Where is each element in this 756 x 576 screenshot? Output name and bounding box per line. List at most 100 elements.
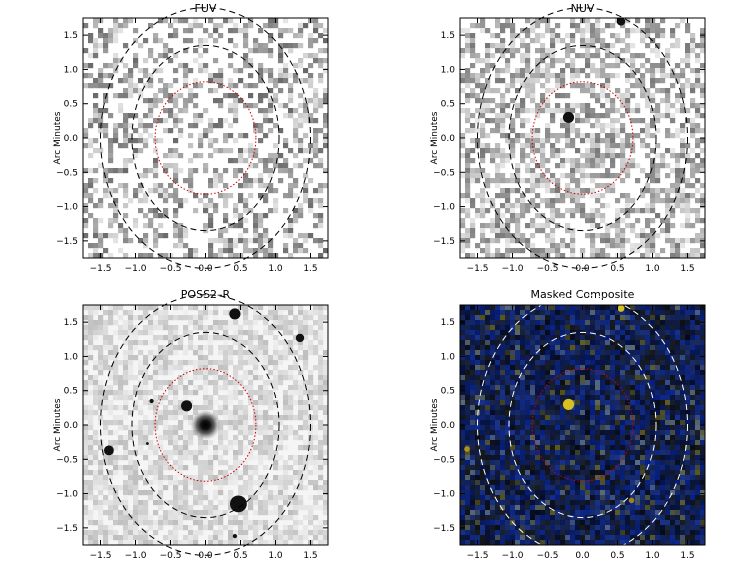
pixel-composite — [700, 365, 705, 371]
pixel-poss2r — [258, 490, 264, 496]
pixel-nuv — [695, 253, 701, 258]
pixel-composite — [560, 370, 566, 376]
pixel-fuv — [323, 98, 328, 104]
pixel-composite — [585, 380, 591, 386]
pixel-poss2r — [273, 535, 279, 541]
source-poss2r-5 — [230, 495, 247, 513]
pixel-poss2r — [283, 530, 289, 536]
pixel-nuv — [675, 43, 681, 49]
pixel-nuv — [485, 88, 491, 94]
pixel-fuv — [263, 93, 269, 99]
pixel-nuv — [695, 78, 701, 84]
pixel-poss2r — [98, 360, 104, 366]
pixel-poss2r — [263, 365, 269, 371]
pixel-composite — [500, 380, 506, 386]
pixel-composite — [650, 360, 656, 366]
pixel-nuv — [550, 218, 556, 224]
pixel-poss2r — [263, 440, 269, 446]
pixel-poss2r — [293, 500, 299, 506]
pixel-nuv — [480, 103, 486, 109]
pixel-nuv — [570, 68, 576, 74]
pixel-nuv — [495, 48, 501, 54]
pixel-nuv — [590, 28, 596, 34]
pixel-fuv — [83, 48, 89, 54]
pixel-poss2r — [93, 305, 99, 311]
pixel-poss2r — [228, 360, 234, 366]
pixel-poss2r — [98, 365, 104, 371]
pixel-nuv — [615, 128, 621, 134]
pixel-poss2r — [203, 360, 209, 366]
pixel-composite — [480, 345, 486, 351]
pixel-nuv — [700, 128, 705, 134]
pixel-fuv — [98, 73, 104, 79]
pixel-nuv — [495, 248, 501, 254]
pixel-poss2r — [148, 330, 154, 336]
pixel-fuv — [238, 238, 244, 244]
pixel-fuv — [258, 98, 264, 104]
pixel-nuv — [620, 233, 626, 239]
pixel-nuv — [505, 68, 511, 74]
pixel-poss2r — [258, 510, 264, 516]
pixel-fuv — [203, 163, 209, 169]
pixel-poss2r — [223, 370, 229, 376]
pixel-nuv — [575, 198, 581, 204]
pixel-poss2r — [183, 480, 189, 486]
pixel-nuv — [500, 113, 506, 119]
pixel-nuv — [570, 83, 576, 89]
pixel-poss2r — [323, 425, 328, 431]
pixel-poss2r — [298, 370, 304, 376]
pixel-poss2r — [298, 480, 304, 486]
pixel-fuv — [118, 168, 124, 174]
pixel-poss2r — [323, 440, 328, 446]
pixel-poss2r — [258, 335, 264, 341]
pixel-poss2r — [258, 415, 264, 421]
pixel-poss2r — [313, 455, 319, 461]
pixel-nuv — [480, 18, 486, 24]
pixel-composite — [505, 350, 511, 356]
pixel-fuv — [308, 178, 314, 184]
pixel-fuv — [288, 43, 294, 49]
pixel-fuv — [88, 138, 94, 144]
pixel-poss2r — [98, 525, 104, 531]
pixel-fuv — [198, 38, 204, 44]
pixel-poss2r — [258, 480, 264, 486]
pixel-poss2r — [193, 515, 199, 521]
pixel-nuv — [675, 133, 681, 139]
pixel-nuv — [545, 73, 551, 79]
pixel-poss2r — [103, 345, 109, 351]
pixel-fuv — [298, 123, 304, 129]
pixel-poss2r — [213, 455, 219, 461]
pixel-composite — [595, 330, 601, 336]
pixel-poss2r — [223, 525, 229, 531]
pixel-nuv — [545, 178, 551, 184]
pixel-nuv — [555, 108, 561, 114]
pixel-poss2r — [208, 350, 214, 356]
pixel-composite — [665, 340, 671, 346]
pixel-poss2r — [248, 520, 254, 526]
pixel-fuv — [153, 213, 159, 219]
pixel-nuv — [530, 218, 536, 224]
pixel-composite — [555, 305, 561, 311]
pixel-composite — [535, 370, 541, 376]
pixel-composite — [675, 385, 681, 391]
pixel-poss2r — [273, 415, 279, 421]
pixel-poss2r — [253, 510, 259, 516]
pixel-nuv — [690, 183, 696, 189]
pixel-poss2r — [313, 400, 319, 406]
pixel-fuv — [153, 183, 159, 189]
pixel-poss2r — [203, 520, 209, 526]
pixel-fuv — [308, 83, 314, 89]
pixel-nuv — [570, 33, 576, 39]
pixel-composite — [465, 330, 471, 336]
pixel-nuv — [650, 23, 656, 29]
pixel-poss2r — [148, 325, 154, 331]
pixel-poss2r — [203, 480, 209, 486]
pixel-poss2r — [273, 465, 279, 471]
pixel-composite — [595, 380, 601, 386]
pixel-composite — [470, 320, 476, 326]
pixel-poss2r — [178, 375, 184, 381]
pixel-nuv — [515, 163, 521, 169]
pixel-composite — [590, 360, 596, 366]
pixel-nuv — [505, 58, 511, 64]
pixel-nuv — [685, 153, 691, 159]
